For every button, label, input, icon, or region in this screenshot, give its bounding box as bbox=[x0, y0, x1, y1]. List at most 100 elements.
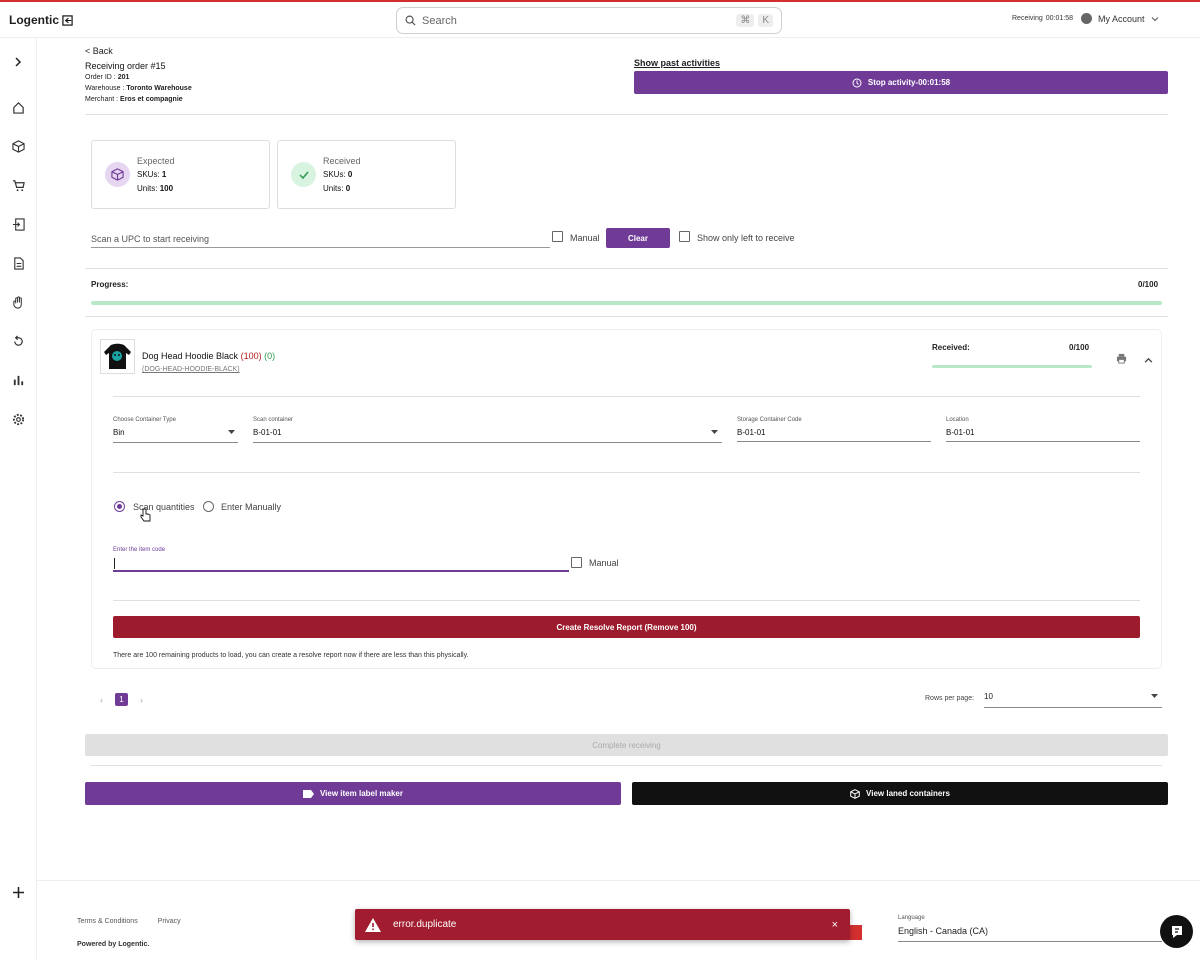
gear-icon[interactable] bbox=[10, 411, 26, 427]
expected-skus-value: 1 bbox=[161, 170, 167, 179]
back-link[interactable]: < Back bbox=[85, 46, 113, 56]
create-resolve-report-button[interactable]: Create Resolve Report (Remove 100) bbox=[113, 616, 1140, 638]
dropdown-arrow-icon bbox=[1151, 694, 1158, 698]
language-value: English - Canada (CA) bbox=[898, 926, 989, 936]
clear-button[interactable]: Clear bbox=[606, 228, 670, 248]
chat-button[interactable] bbox=[1160, 915, 1193, 948]
tracker-label: Receiving bbox=[1012, 15, 1043, 22]
product-name-text: Dog Head Hoodie Black bbox=[142, 351, 239, 361]
chevron-up-icon[interactable] bbox=[1144, 354, 1153, 368]
privacy-link[interactable]: Privacy bbox=[157, 918, 181, 925]
order-id-value: 201 bbox=[117, 74, 130, 81]
return-icon[interactable] bbox=[10, 333, 26, 349]
kbd-k: K bbox=[758, 14, 773, 27]
box-icon[interactable] bbox=[10, 138, 26, 154]
language-label: Language bbox=[898, 915, 925, 921]
divider bbox=[113, 396, 1140, 397]
divider bbox=[85, 268, 1168, 269]
item-code-input[interactable] bbox=[113, 556, 569, 572]
container-type-select[interactable]: Bin bbox=[113, 428, 125, 437]
show-left-checkbox[interactable] bbox=[679, 231, 690, 242]
storage-code-input[interactable]: B-01-01 bbox=[737, 428, 766, 437]
item-progress-bar bbox=[932, 365, 1092, 368]
merchant: Merchant : Eros et compagnie bbox=[85, 96, 183, 103]
chat-icon bbox=[1171, 925, 1182, 938]
canada-flag-icon bbox=[848, 925, 862, 940]
expected-skus-label: SKUs: bbox=[137, 170, 160, 179]
toast-message: error.duplicate bbox=[393, 919, 457, 930]
divider bbox=[113, 472, 1140, 473]
search-input[interactable]: Search ⌘ K bbox=[396, 7, 782, 34]
product-thumbnail bbox=[100, 339, 135, 374]
scan-container-select[interactable]: B-01-01 bbox=[253, 428, 282, 437]
merchant-label: Merchant : bbox=[85, 96, 119, 103]
document-icon[interactable] bbox=[10, 255, 26, 271]
logo[interactable]: Logentic bbox=[9, 13, 73, 27]
scan-quantities-radio[interactable] bbox=[114, 501, 125, 512]
enter-manually-radio[interactable] bbox=[203, 501, 214, 512]
received-skus-value: 0 bbox=[347, 170, 353, 179]
product-name: Dog Head Hoodie Black (100) (0) bbox=[142, 351, 275, 361]
account-label: My Account bbox=[1098, 13, 1145, 24]
complete-receiving-button[interactable]: Complete receiving bbox=[85, 734, 1168, 756]
import-icon[interactable] bbox=[10, 216, 26, 232]
remaining-note: There are 100 remaining products to load… bbox=[113, 652, 469, 659]
cart-icon[interactable] bbox=[10, 177, 26, 193]
received-skus: SKUs: 0 bbox=[323, 170, 352, 179]
logo-text: Logentic bbox=[9, 13, 59, 27]
item-manual-checkbox[interactable] bbox=[571, 557, 582, 568]
view-label-maker-button[interactable]: View item label maker bbox=[85, 782, 621, 805]
merchant-value: Eros et compagnie bbox=[120, 96, 183, 103]
terms-link[interactable]: Terms & Conditions bbox=[77, 918, 138, 925]
account-menu[interactable]: My Account bbox=[1081, 13, 1159, 24]
divider bbox=[85, 316, 1168, 317]
upc-scan-input[interactable]: Scan a UPC to start receiving bbox=[91, 231, 550, 248]
error-toast: error.duplicate × bbox=[355, 909, 850, 940]
product-sku-link[interactable]: (DOG-HEAD-HOODIE-BLACK) bbox=[142, 366, 240, 373]
scan-container-label: Scan container bbox=[253, 417, 294, 423]
divider bbox=[91, 765, 1162, 766]
received-skus-label: SKUs: bbox=[323, 170, 346, 179]
close-icon[interactable]: × bbox=[831, 918, 838, 931]
view-laned-containers-button[interactable]: View laned containers bbox=[632, 782, 1168, 805]
rows-per-page-label: Rows per page: bbox=[925, 695, 975, 702]
item-code-label: Enter the item code bbox=[113, 547, 166, 553]
location-input[interactable]: B-01-01 bbox=[946, 428, 975, 437]
order-id-label: Order ID : bbox=[85, 74, 116, 81]
received-units-label: Units: bbox=[323, 184, 344, 193]
warning-icon bbox=[365, 917, 381, 932]
storage-code-label: Storage Container Code bbox=[737, 417, 802, 423]
avatar bbox=[1081, 13, 1092, 24]
manual-label: Manual bbox=[570, 233, 600, 243]
stop-activity-button[interactable]: Stop activity-00:01:58 bbox=[634, 71, 1168, 94]
chart-icon[interactable] bbox=[10, 372, 26, 388]
divider bbox=[85, 114, 1168, 115]
receiving-tracker[interactable]: Receiving 00:01:58 bbox=[1012, 15, 1073, 22]
prev-page-icon[interactable]: ‹ bbox=[100, 694, 103, 705]
item-panel bbox=[91, 329, 1162, 669]
tag-icon bbox=[302, 789, 314, 798]
next-page-icon[interactable]: › bbox=[140, 694, 143, 705]
footer bbox=[37, 880, 1200, 959]
home-icon[interactable] bbox=[10, 99, 26, 115]
rows-per-page-select[interactable]: 10 bbox=[984, 689, 1162, 708]
tracker-time: 00:01:58 bbox=[1045, 15, 1073, 22]
scan-quantities-label: Scan quantities bbox=[133, 502, 195, 512]
field-underline bbox=[113, 442, 238, 443]
show-left-label: Show only left to receive bbox=[697, 233, 795, 243]
enter-manually-label: Enter Manually bbox=[221, 502, 282, 512]
item-received-label: Received: bbox=[932, 343, 970, 352]
order-id: Order ID : 201 bbox=[85, 74, 129, 81]
pagination: ‹ 1 › bbox=[100, 693, 143, 706]
hand-icon[interactable] bbox=[10, 294, 26, 310]
show-past-activities-link[interactable]: Show past activities bbox=[634, 58, 721, 68]
box-icon bbox=[105, 162, 130, 187]
plus-icon[interactable] bbox=[10, 884, 26, 900]
manual-checkbox[interactable] bbox=[552, 231, 563, 242]
expected-units-label: Units: bbox=[137, 184, 158, 193]
expand-chevron-icon[interactable] bbox=[10, 54, 26, 70]
page-number[interactable]: 1 bbox=[115, 693, 128, 706]
language-select[interactable]: English - Canada (CA) bbox=[898, 924, 1162, 942]
print-icon[interactable] bbox=[1116, 353, 1127, 367]
dropdown-arrow-icon bbox=[711, 430, 718, 434]
